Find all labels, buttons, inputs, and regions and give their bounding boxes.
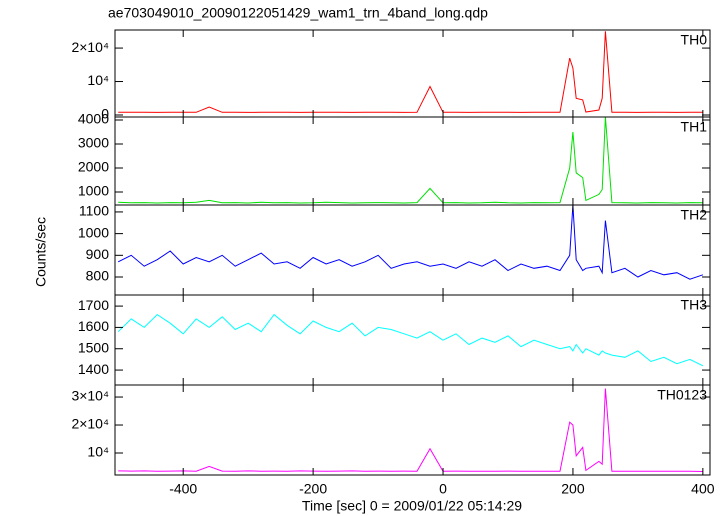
y-tick-label: 1700 bbox=[78, 297, 109, 313]
x-tick-label: -200 bbox=[299, 481, 327, 497]
panel-label: TH3 bbox=[681, 297, 708, 313]
y-tick-label: 2×10⁴ bbox=[71, 39, 109, 55]
y-tick-label: 1100 bbox=[79, 203, 109, 219]
y-tick-label: 1000 bbox=[78, 224, 109, 240]
x-axis-label: Time [sec] 0 = 2009/01/22 05:14:29 bbox=[302, 498, 522, 514]
panel-frame bbox=[114, 29, 711, 118]
panel-label: TH0123 bbox=[657, 387, 707, 403]
y-tick-label: 2000 bbox=[78, 159, 109, 175]
x-tick-label: 0 bbox=[439, 481, 447, 497]
data-line bbox=[117, 205, 704, 280]
y-tick-label: 1400 bbox=[78, 361, 109, 377]
panel-label: TH0 bbox=[681, 32, 708, 48]
y-tick-label: 1600 bbox=[78, 318, 109, 334]
y-axis-label: Counts/sec bbox=[33, 217, 49, 287]
y-tick-label: 3×10⁴ bbox=[71, 388, 109, 404]
data-line bbox=[118, 31, 703, 113]
y-tick-label: 2×10⁴ bbox=[71, 416, 109, 432]
y-tick-label: 900 bbox=[86, 246, 110, 262]
x-tick-label: -400 bbox=[169, 481, 197, 497]
data-line bbox=[118, 117, 703, 204]
chart-title: ae703049010_20090122051429_wam1_trn_4ban… bbox=[108, 5, 488, 21]
panel-frame bbox=[114, 294, 711, 386]
panel-label: TH1 bbox=[681, 119, 708, 135]
panel-label: TH2 bbox=[681, 207, 708, 223]
x-tick-label: 200 bbox=[561, 481, 585, 497]
panel-frame bbox=[114, 204, 711, 296]
data-line bbox=[118, 388, 703, 472]
y-tick-label: 800 bbox=[86, 268, 110, 284]
x-tick-label: 400 bbox=[691, 481, 715, 497]
y-tick-label: 3000 bbox=[78, 135, 109, 151]
panel-frame bbox=[114, 116, 711, 206]
y-tick-label: 1500 bbox=[78, 339, 109, 355]
y-tick-label: 10⁴ bbox=[87, 444, 109, 460]
data-line bbox=[117, 313, 704, 367]
y-tick-label: 1000 bbox=[78, 183, 109, 199]
panel-frame bbox=[114, 384, 711, 476]
y-tick-label: 0 bbox=[101, 106, 109, 122]
y-tick-label: 10⁴ bbox=[87, 72, 109, 88]
y-tick-label: 4000 bbox=[78, 111, 109, 127]
